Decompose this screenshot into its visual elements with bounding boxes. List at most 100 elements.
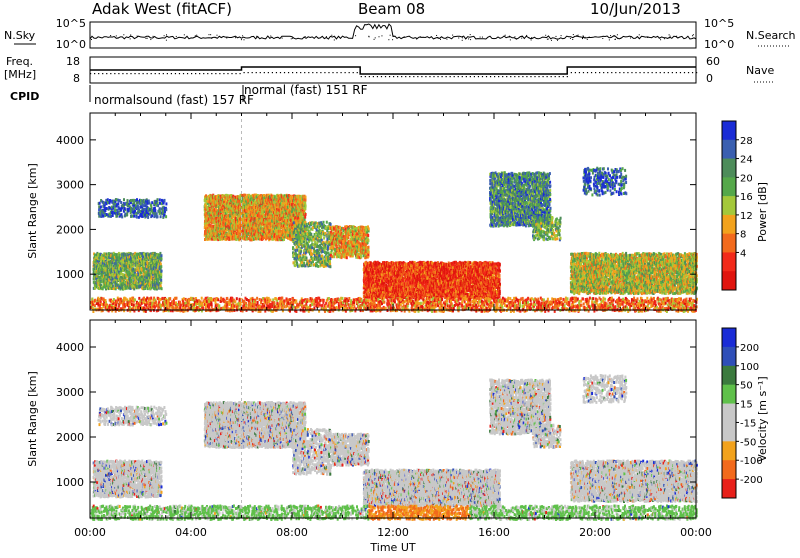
power-cell [323,237,325,240]
nave-dot [595,72,596,73]
power-cell [157,198,159,201]
nave-dot [668,72,669,73]
power-cell [160,284,162,287]
nave-dot [292,72,293,73]
nave-dot [381,76,382,77]
nave-dot [631,72,632,73]
nsearch-dot [335,37,336,38]
nave-dot [167,73,168,74]
power-cell [160,263,162,266]
station-title: Adak West (fitACF) [92,0,232,18]
power-cell [323,221,325,224]
nave-dot [256,72,257,73]
nave-dot [268,72,269,73]
power-cell [147,216,149,219]
nave-dot [506,76,507,77]
nave-dot [441,76,442,77]
nsearch-dot [145,38,146,39]
nsearch-dot [130,38,131,39]
nsearch-dot [388,39,389,40]
nave-dot [328,72,329,73]
nsearch-dot [669,37,670,38]
power-cell [157,204,159,207]
power-cell [124,207,126,210]
power-cell [160,279,162,282]
nave-dot [272,72,273,73]
power-cell [306,257,308,260]
nave-dot [486,76,487,77]
power-cell [151,214,153,217]
power-cell [321,239,323,242]
nsearch-dot [116,35,117,36]
nave-dot [498,76,499,77]
nsearch-dot [381,35,382,36]
nsearch-dot [570,38,571,39]
nave-dot [429,76,430,77]
power-cell [160,215,162,218]
nave-dot [248,72,249,73]
nave-dot [502,76,503,77]
power-cell [305,199,307,202]
power-panel: 1000200030004000 Slant Range [km] 282420… [26,113,769,313]
power-cell [150,205,152,208]
nave-dot [377,76,378,77]
nsearch-dot [659,37,660,38]
power-cell [130,199,132,202]
nave-dot [413,76,414,77]
nave-dot [264,72,265,73]
nave-dot [361,76,362,77]
nave-dot [369,76,370,77]
power-cell [133,215,135,218]
nave-dot [215,73,216,74]
nave-dot [90,73,91,74]
cpid-mode-1: normalsound (fast) 157 RF [94,93,254,107]
nsky-panel: N.Sky 10^5 10^0 10^5 10^0 N.Search [4,17,796,51]
nave-dot [171,73,172,74]
nave-dot [555,76,556,77]
power-cell [160,265,162,268]
nsky-trace [90,24,696,45]
nave-dot [159,73,160,74]
nsearch-dot [208,34,209,35]
nsearch-dot [693,34,694,35]
power-cell [121,215,123,218]
power-cell [322,256,324,259]
nave-dot [454,76,455,77]
nsearch-dot [468,38,469,39]
nsearch-dot [482,37,483,38]
nave-dot [575,72,576,73]
power-cell [136,216,138,219]
nave-dot [155,73,156,74]
nave-dot [446,76,447,77]
power-cell [149,212,151,215]
nave-dot [207,73,208,74]
power-cell [165,215,167,218]
nsearch-dot [582,38,583,39]
nave-dot [466,76,467,77]
nave-dot [191,73,192,74]
nsearch-dot [526,35,527,36]
nave-dot [102,73,103,74]
nave-dot [696,72,697,73]
power-cell [305,213,307,216]
nsearch-dot [216,37,217,38]
nave-dot [623,72,624,73]
nsearch-dot [331,35,332,36]
nave-dot [559,76,560,77]
nsearch-dot [583,36,584,37]
nave-dot [656,72,657,73]
nave-dot [320,72,321,73]
nave-dot [345,72,346,73]
nsearch-dot [436,35,437,36]
nsearch-dot [557,40,558,41]
nsearch-dot [576,35,577,36]
nave-dot [510,76,511,77]
nave-dot [130,73,131,74]
nsearch-dot [578,35,579,36]
nave-dot [518,76,519,77]
power-cell [161,287,163,290]
nave-dot [627,72,628,73]
nave-dot [684,72,685,73]
nave-dot [235,73,236,74]
power-cell [109,207,111,210]
